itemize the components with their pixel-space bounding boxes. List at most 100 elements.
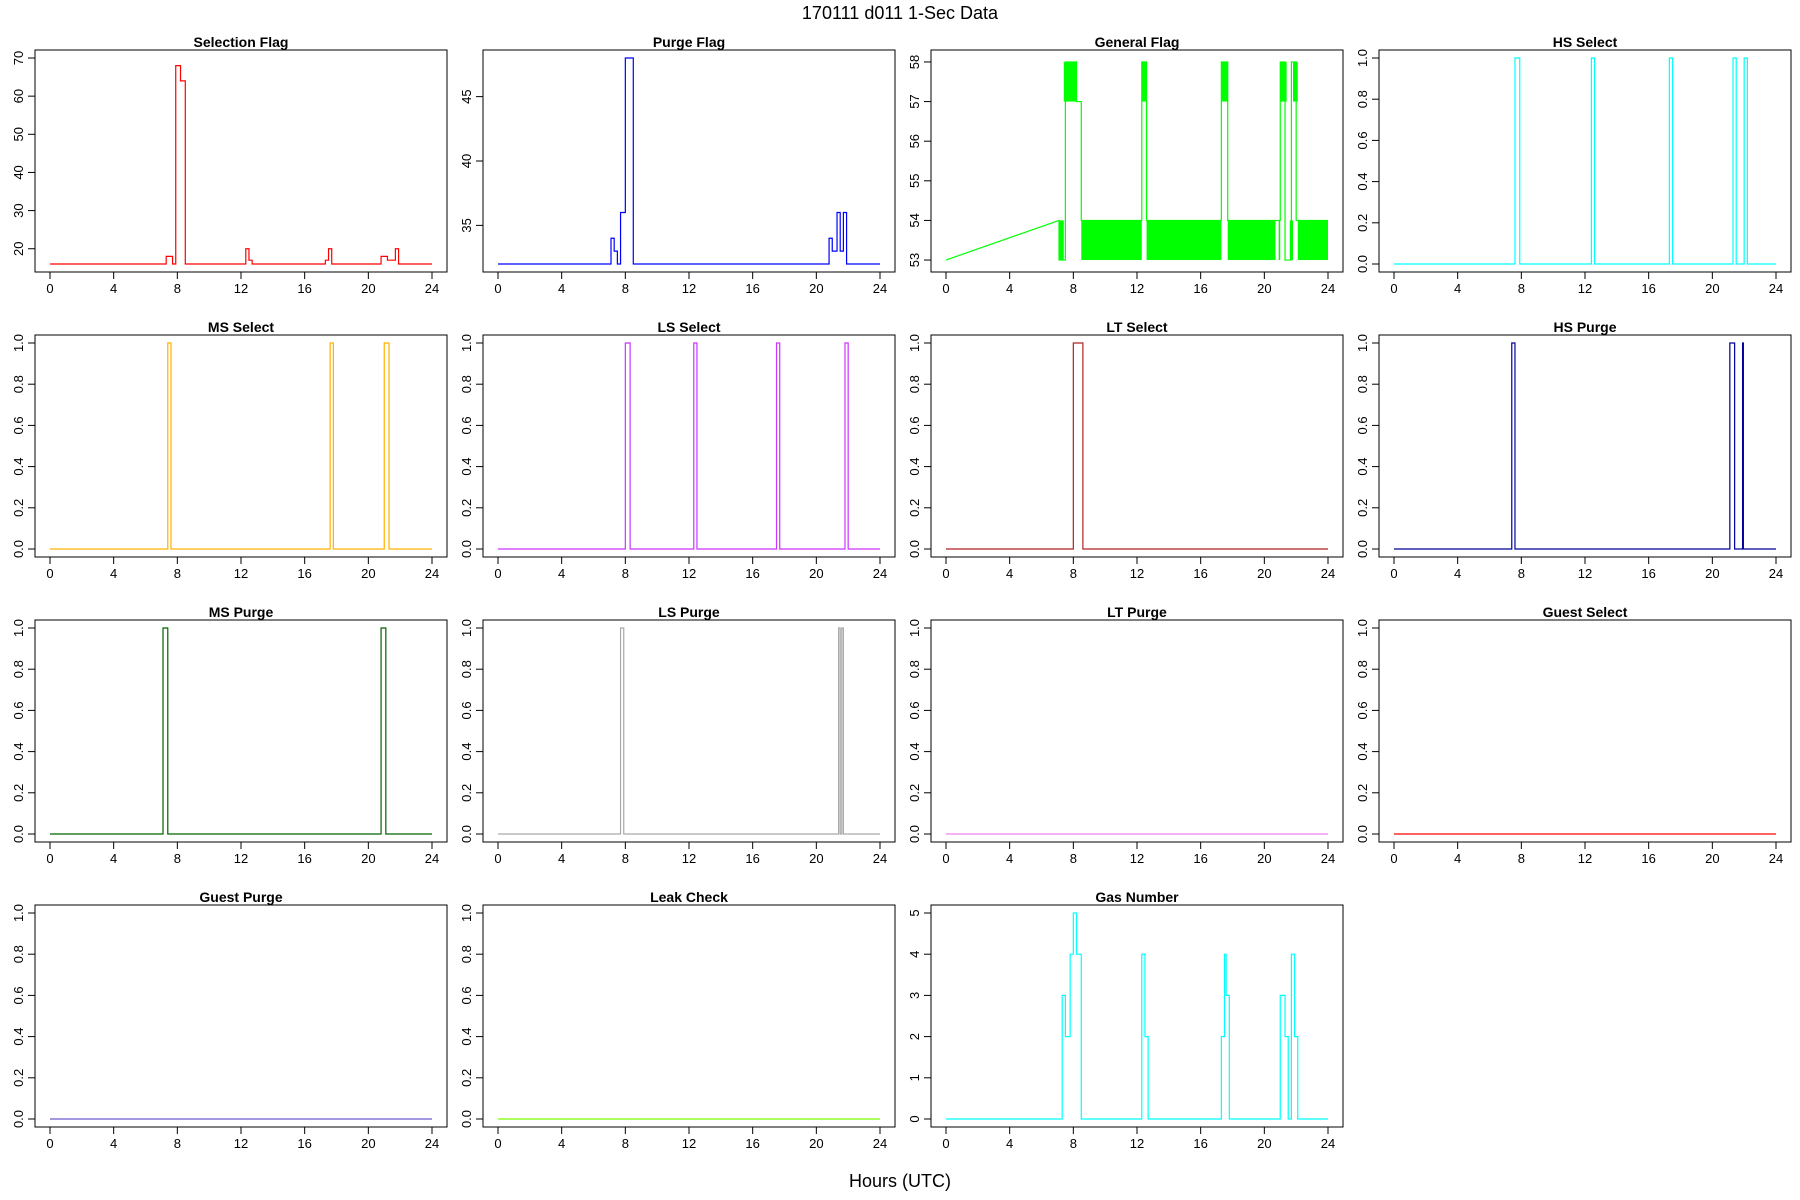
panel-guest-purge: Guest Purge 0 4 8 12 16 20 24 0.0 0.2 0.4 0.6 0.8 1.0 [11, 889, 448, 1151]
panel-leak-check: Leak Check 0 4 8 12 16 20 24 0.0 0.2 0.4 0.6 0.8 1.0 [459, 889, 896, 1151]
y-tick-label: 70 [11, 51, 26, 65]
y-tick-label: 0.8 [1355, 90, 1370, 108]
x-tick-label: 12 [234, 566, 248, 581]
x-tick-label: 12 [682, 851, 696, 866]
y-tick-label: 2 [907, 1033, 922, 1040]
y-tick-label: 0.4 [11, 458, 26, 476]
x-tick-label: 16 [297, 281, 311, 296]
y-tick-label: 58 [907, 55, 922, 69]
x-tick-label: 20 [361, 851, 375, 866]
panel-title: Guest Purge [199, 889, 282, 905]
panel-ls-purge: LS Purge 0 4 8 12 16 20 24 0.0 0.2 0.4 0.6 0.8 1.0 [459, 604, 896, 866]
x-axis: 0 4 8 12 16 20 24 [46, 1126, 439, 1151]
x-tick-label: 16 [1193, 851, 1207, 866]
x-tick-label: 0 [46, 851, 53, 866]
y-tick-label: 0.2 [1355, 499, 1370, 517]
y-tick-label: 0.8 [907, 660, 922, 678]
y-axis: 35 40 45 [459, 89, 484, 233]
panel-title: HS Purge [1553, 319, 1616, 335]
x-tick-label: 12 [234, 1136, 248, 1151]
y-tick-label: 0.8 [907, 375, 922, 393]
x-tick-label: 4 [1454, 851, 1461, 866]
y-tick-label: 0.2 [459, 1069, 474, 1087]
x-tick-label: 8 [1070, 851, 1077, 866]
x-tick-label: 4 [558, 851, 565, 866]
x-tick-label: 8 [622, 566, 629, 581]
y-tick-label: 40 [459, 154, 474, 168]
y-axis: 0.0 0.2 0.4 0.6 0.8 1.0 [1355, 334, 1380, 558]
x-tick-label: 12 [1130, 566, 1144, 581]
x-axis: 0 4 8 12 16 20 24 [46, 841, 439, 866]
x-tick-label: 0 [1390, 851, 1397, 866]
y-tick-label: 0.0 [1355, 540, 1370, 558]
x-tick-label: 4 [110, 851, 117, 866]
x-tick-label: 0 [46, 1136, 53, 1151]
x-tick-label: 0 [494, 851, 501, 866]
data-series-selection-flag [50, 65, 432, 265]
x-tick-label: 0 [1390, 281, 1397, 296]
x-tick-label: 8 [1518, 281, 1525, 296]
data-series-ms-purge [50, 627, 432, 835]
y-tick-label: 0.4 [907, 458, 922, 476]
y-tick-label: 0.2 [907, 499, 922, 517]
x-tick-label: 20 [1257, 851, 1271, 866]
y-axis: 0.0 0.2 0.4 0.6 0.8 1.0 [907, 619, 932, 843]
y-tick-label: 1.0 [459, 334, 474, 352]
data-series-hs-select [1394, 57, 1776, 265]
y-tick-label: 0.0 [459, 540, 474, 558]
panel-title: Leak Check [650, 889, 728, 905]
x-tick-label: 0 [942, 851, 949, 866]
y-tick-label: 1.0 [11, 334, 26, 352]
x-axis: 0 4 8 12 16 20 24 [494, 1126, 887, 1151]
y-tick-label: 0.8 [11, 660, 26, 678]
data-series-ls-purge [498, 627, 880, 835]
y-tick-label: 56 [907, 134, 922, 148]
x-tick-label: 24 [425, 1136, 439, 1151]
y-tick-label: 3 [907, 992, 922, 999]
data-series-gas-number [946, 912, 1328, 1120]
y-tick-label: 0.6 [1355, 701, 1370, 719]
y-axis: 20 30 40 50 60 70 [11, 51, 36, 256]
y-tick-label: 1.0 [1355, 619, 1370, 637]
y-tick-label: 4 [907, 951, 922, 958]
y-tick-label: 0.4 [907, 743, 922, 761]
x-tick-label: 24 [425, 281, 439, 296]
y-axis: 53 54 55 56 57 58 [907, 55, 932, 267]
x-tick-label: 20 [1705, 281, 1719, 296]
x-axis: 0 4 8 12 16 20 24 [1390, 271, 1783, 296]
x-axis-label: Hours (UTC) [849, 1171, 951, 1191]
panel-title: MS Purge [209, 604, 274, 620]
y-tick-label: 0.8 [1355, 375, 1370, 393]
y-tick-label: 1.0 [459, 904, 474, 922]
y-tick-label: 0 [907, 1115, 922, 1122]
x-axis: 0 4 8 12 16 20 24 [1390, 556, 1783, 581]
y-tick-label: 0.4 [11, 743, 26, 761]
x-tick-label: 16 [1641, 851, 1655, 866]
figure-title: 170111 d011 1-Sec Data [802, 3, 999, 23]
y-tick-label: 0.2 [11, 499, 26, 517]
x-tick-label: 12 [1130, 851, 1144, 866]
x-tick-label: 12 [1130, 1136, 1144, 1151]
x-tick-label: 8 [622, 1136, 629, 1151]
y-tick-label: 0.0 [459, 1110, 474, 1128]
panel-title: MS Select [208, 319, 274, 335]
plot-frame [930, 619, 1344, 843]
y-axis: 0.0 0.2 0.4 0.6 0.8 1.0 [459, 334, 484, 558]
y-tick-label: 0.6 [11, 701, 26, 719]
x-tick-label: 24 [873, 1136, 887, 1151]
y-axis: 0.0 0.2 0.4 0.6 0.8 1.0 [11, 904, 36, 1128]
data-band [1141, 61, 1147, 102]
y-tick-label: 0.0 [11, 825, 26, 843]
x-tick-label: 24 [873, 281, 887, 296]
x-tick-label: 20 [1705, 566, 1719, 581]
data-band [1297, 220, 1328, 261]
x-tick-label: 8 [174, 566, 181, 581]
x-tick-label: 8 [1070, 281, 1077, 296]
y-tick-label: 0.4 [459, 743, 474, 761]
y-tick-label: 0.4 [459, 458, 474, 476]
y-tick-label: 30 [11, 203, 26, 217]
y-axis: 0 1 2 3 4 5 [907, 909, 932, 1123]
data-band [1059, 220, 1064, 261]
